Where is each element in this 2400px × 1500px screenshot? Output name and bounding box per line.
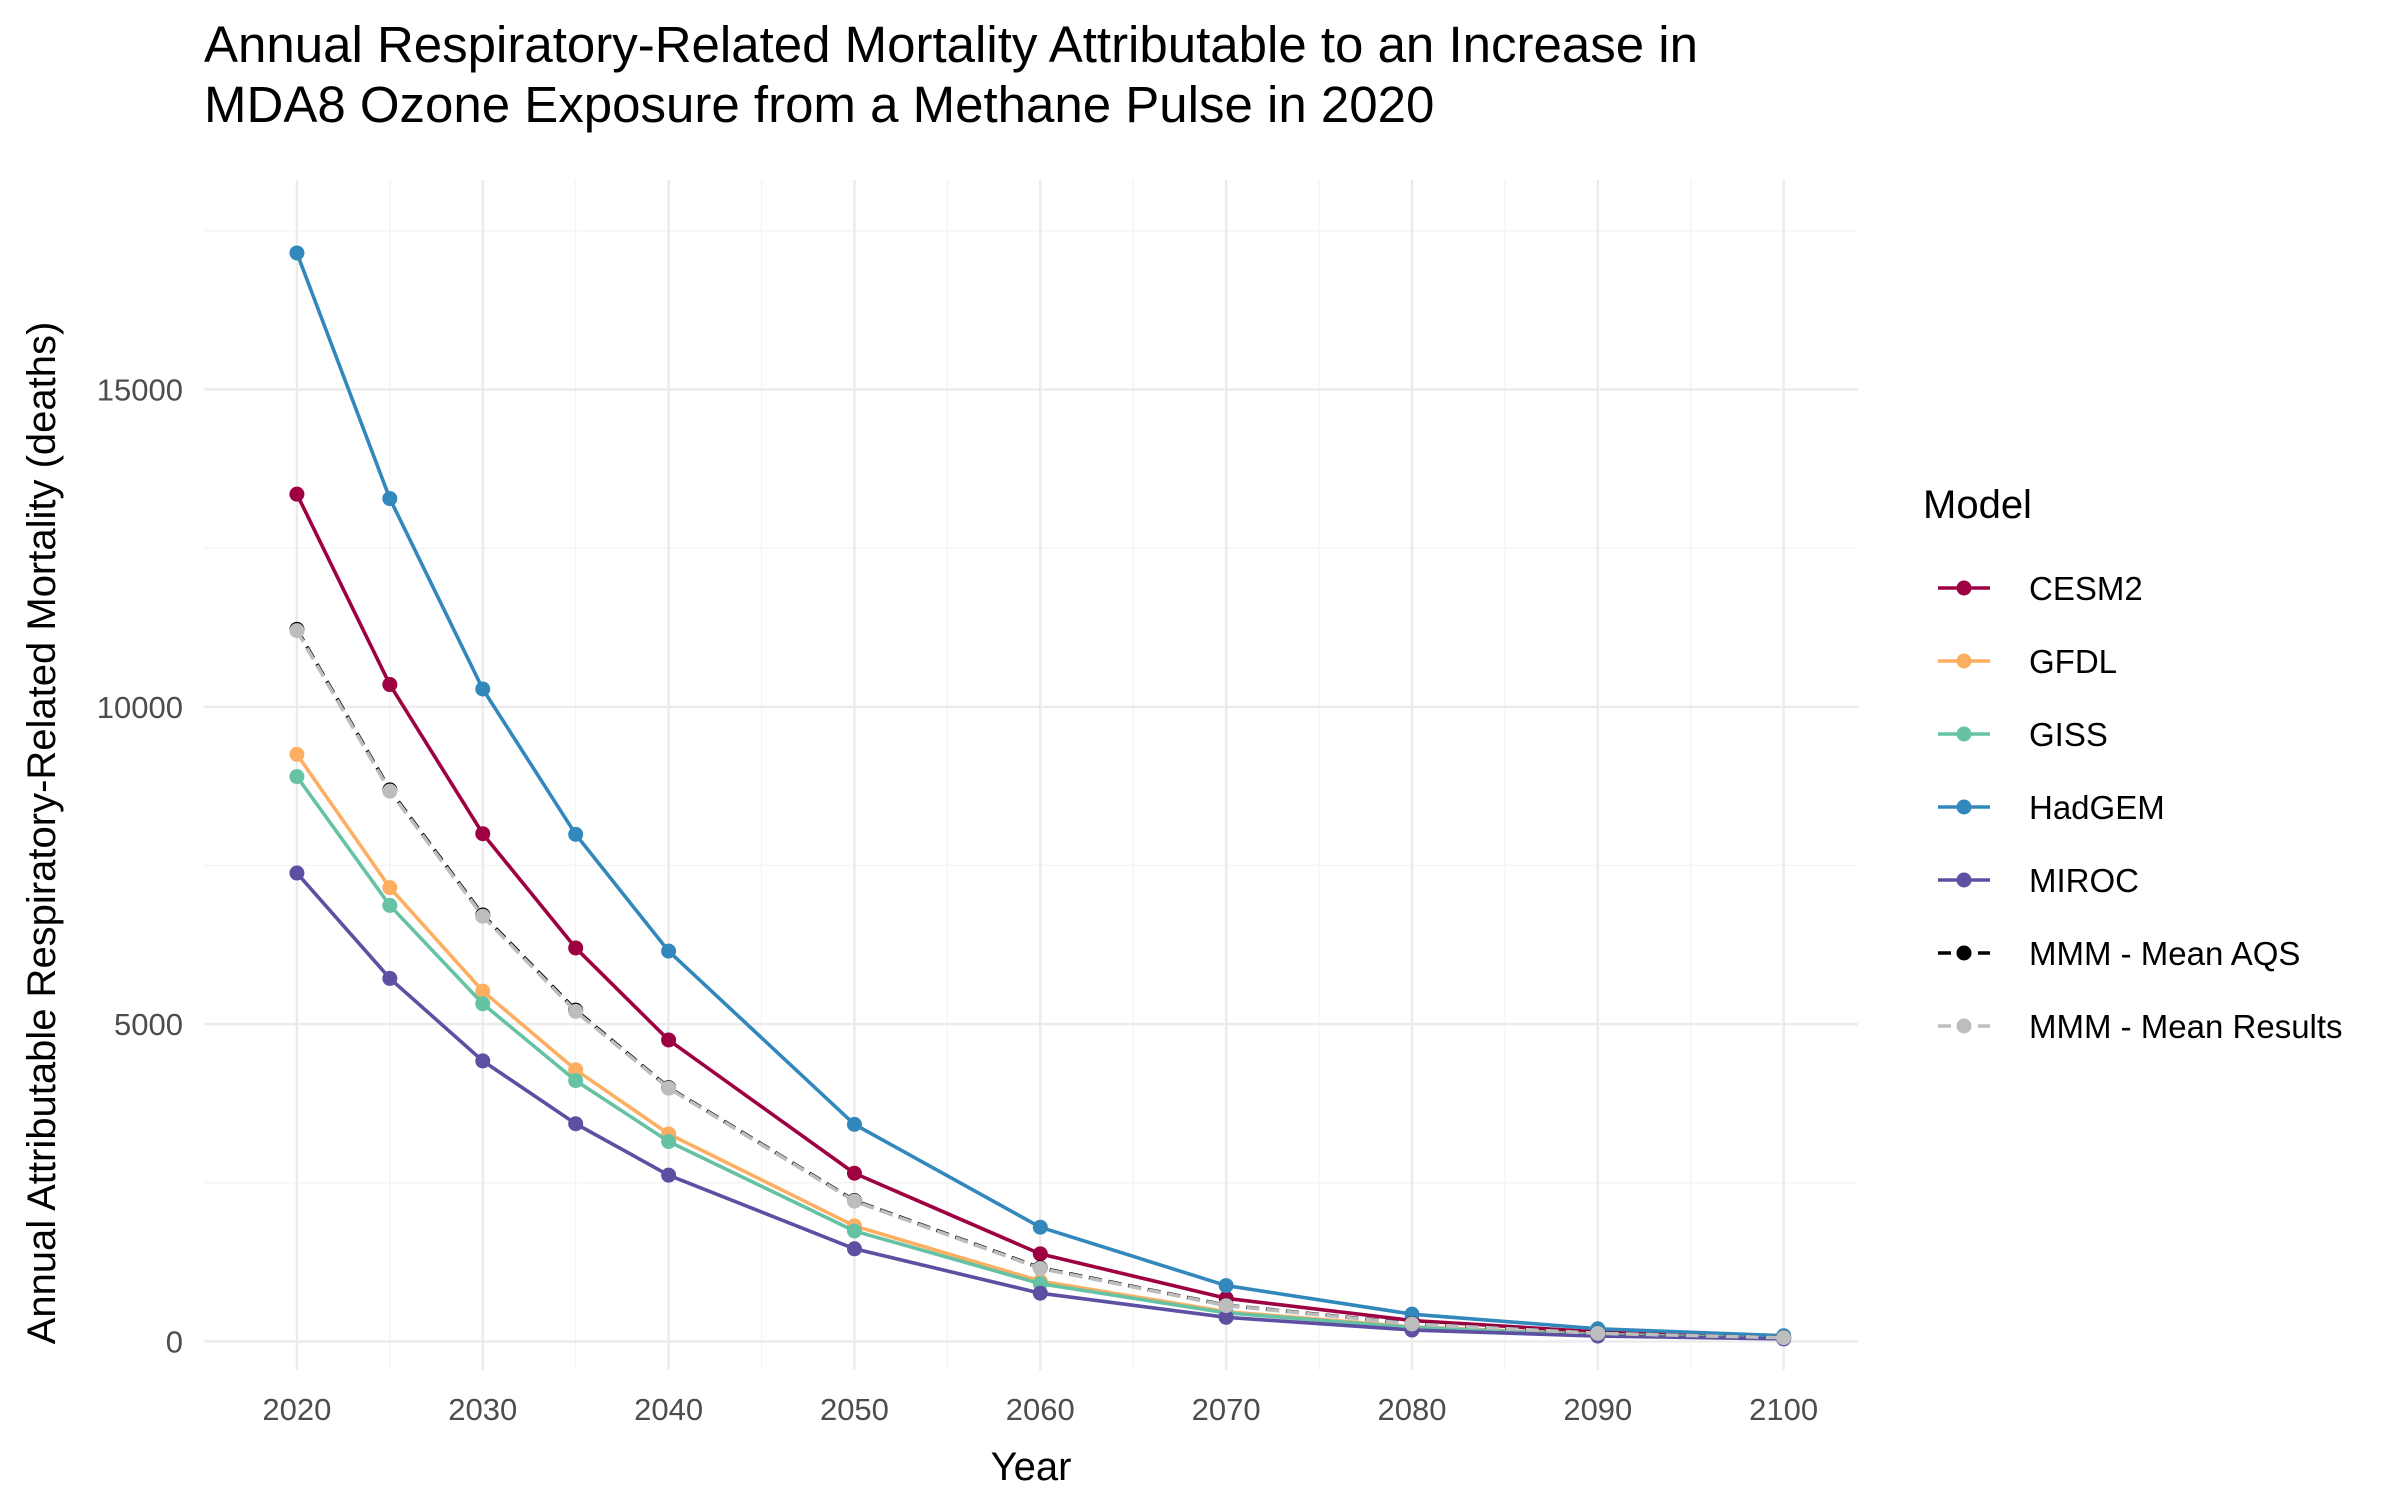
legend: Model CESM2 GFDL GISS HadGEM MIROC MMM - Mean… bbox=[1923, 483, 2343, 1045]
data-point bbox=[1590, 1325, 1606, 1341]
data-point bbox=[382, 491, 398, 507]
data-point bbox=[289, 865, 305, 881]
data-point bbox=[568, 1062, 584, 1078]
data-point bbox=[289, 746, 305, 762]
data-point bbox=[382, 783, 398, 799]
legend-label: MIROC bbox=[2029, 862, 2139, 899]
data-point bbox=[289, 623, 305, 639]
chart-title-line-2: MDA8 Ozone Exposure from a Methane Pulse… bbox=[204, 76, 1434, 133]
data-point bbox=[289, 486, 305, 502]
legend-item: MMM - Mean Results bbox=[1938, 1008, 2343, 1045]
data-point bbox=[1218, 1298, 1234, 1314]
x-tick-label: 2040 bbox=[634, 1392, 703, 1427]
data-point bbox=[1218, 1309, 1234, 1325]
x-tick-label: 2090 bbox=[1563, 1392, 1632, 1427]
y-axis-ticks: 0 5000 10000 15000 bbox=[97, 372, 183, 1359]
data-point bbox=[661, 1032, 677, 1048]
data-point bbox=[661, 1167, 677, 1183]
legend-key-point bbox=[1956, 653, 1972, 669]
data-point bbox=[475, 908, 491, 924]
legend-item: HadGEM bbox=[1938, 789, 2165, 826]
y-axis-title: Annual Attributable Respiratory-Related … bbox=[20, 322, 64, 1345]
data-point bbox=[1776, 1330, 1792, 1346]
data-point bbox=[661, 943, 677, 959]
legend-key-point bbox=[1956, 580, 1972, 596]
x-tick-label: 2080 bbox=[1377, 1392, 1446, 1427]
legend-item: GFDL bbox=[1938, 643, 2117, 680]
data-point bbox=[1404, 1316, 1420, 1332]
x-tick-label: 2060 bbox=[1006, 1392, 1075, 1427]
data-point bbox=[661, 1134, 677, 1150]
legend-items: CESM2 GFDL GISS HadGEM MIROC MMM - Mean AQS MM… bbox=[1938, 570, 2343, 1045]
x-axis-ticks: 2020 2030 2040 2050 2060 2070 2080 2090 2100 bbox=[262, 1392, 1818, 1427]
data-point bbox=[289, 245, 305, 261]
legend-item: MIROC bbox=[1938, 862, 2139, 899]
x-axis-title: Year bbox=[991, 1445, 1072, 1489]
data-point bbox=[1032, 1285, 1048, 1301]
x-tick-label: 2070 bbox=[1192, 1392, 1261, 1427]
data-point bbox=[382, 677, 398, 693]
data-point bbox=[1032, 1260, 1048, 1276]
data-point bbox=[568, 826, 584, 842]
y-tick-label: 10000 bbox=[97, 690, 183, 725]
legend-key-point bbox=[1956, 945, 1972, 961]
x-tick-label: 2100 bbox=[1749, 1392, 1818, 1427]
data-point bbox=[475, 1053, 491, 1069]
legend-label: MMM - Mean AQS bbox=[2029, 935, 2300, 972]
legend-key-point bbox=[1956, 726, 1972, 742]
data-point bbox=[568, 1003, 584, 1019]
data-point bbox=[475, 826, 491, 842]
legend-label: HadGEM bbox=[2029, 789, 2165, 826]
legend-item: CESM2 bbox=[1938, 570, 2143, 607]
legend-key-point bbox=[1956, 799, 1972, 815]
data-point bbox=[1218, 1278, 1234, 1294]
data-point bbox=[846, 1223, 862, 1239]
chart-title-line-1: Annual Respiratory-Related Mortality Att… bbox=[204, 16, 1698, 73]
data-point bbox=[1032, 1246, 1048, 1262]
legend-item: MMM - Mean AQS bbox=[1938, 935, 2300, 972]
data-point bbox=[661, 1080, 677, 1096]
data-point bbox=[475, 681, 491, 697]
data-point bbox=[846, 1241, 862, 1257]
data-point bbox=[475, 983, 491, 999]
legend-key-point bbox=[1956, 872, 1972, 888]
data-point bbox=[382, 897, 398, 913]
x-tick-label: 2020 bbox=[262, 1392, 331, 1427]
series-mmm-mean-results bbox=[289, 623, 1792, 1346]
legend-label: GFDL bbox=[2029, 643, 2117, 680]
data-point bbox=[568, 1116, 584, 1132]
data-point bbox=[1032, 1219, 1048, 1235]
data-point bbox=[382, 880, 398, 896]
legend-item: GISS bbox=[1938, 716, 2108, 753]
legend-title: Model bbox=[1923, 483, 2032, 527]
y-tick-label: 5000 bbox=[114, 1007, 183, 1042]
y-tick-label: 15000 bbox=[97, 372, 183, 407]
legend-label: GISS bbox=[2029, 716, 2108, 753]
data-point bbox=[568, 940, 584, 956]
y-tick-label: 0 bbox=[166, 1324, 183, 1359]
legend-label: CESM2 bbox=[2029, 570, 2143, 607]
data-point bbox=[382, 970, 398, 986]
x-tick-label: 2030 bbox=[448, 1392, 517, 1427]
x-tick-label: 2050 bbox=[820, 1392, 889, 1427]
data-point bbox=[289, 769, 305, 785]
legend-label: MMM - Mean Results bbox=[2029, 1008, 2343, 1045]
plot-series bbox=[289, 245, 1792, 1347]
plot-grid bbox=[204, 180, 1858, 1370]
legend-key-point bbox=[1956, 1018, 1972, 1034]
data-point bbox=[568, 1073, 584, 1089]
data-point bbox=[846, 1116, 862, 1132]
data-point bbox=[475, 996, 491, 1012]
data-point bbox=[846, 1165, 862, 1181]
data-point bbox=[846, 1193, 862, 1209]
